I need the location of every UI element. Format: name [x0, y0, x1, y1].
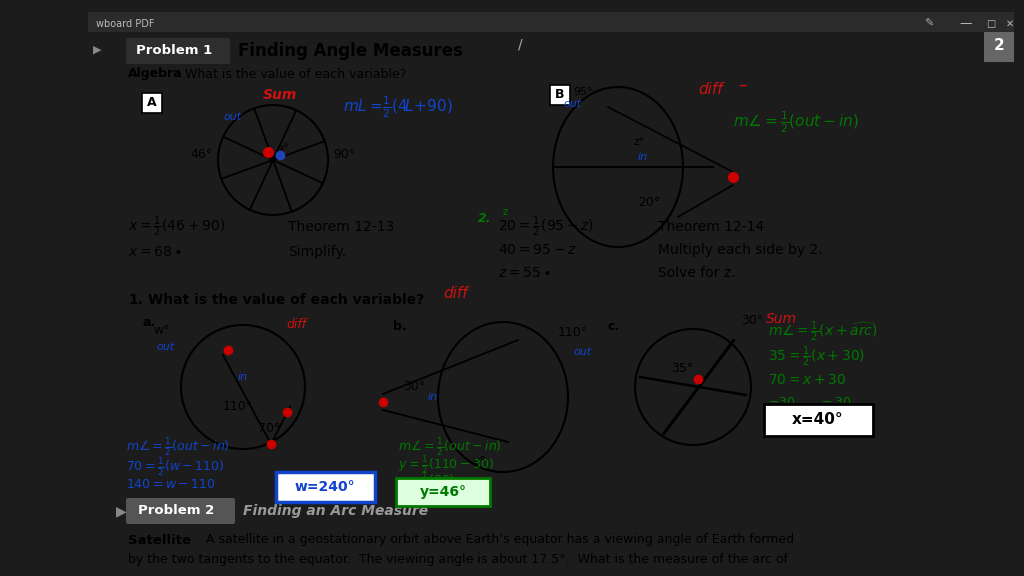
Text: Theorem 12-13: Theorem 12-13 [288, 220, 394, 234]
Text: What is the value of each variable?: What is the value of each variable? [148, 293, 424, 307]
Text: B: B [555, 89, 565, 101]
Text: $m\angle=\frac{1}{2}(out-in)$: $m\angle=\frac{1}{2}(out-in)$ [733, 109, 859, 135]
Text: $z = 55\bullet$: $z = 55\bullet$ [498, 266, 551, 280]
Text: Solve for z.: Solve for z. [658, 266, 735, 280]
Text: $x = 68\bullet$: $x = 68\bullet$ [128, 245, 182, 259]
FancyBboxPatch shape [142, 93, 162, 113]
Text: ✕: ✕ [1006, 19, 1014, 29]
Text: Problem 1: Problem 1 [136, 44, 212, 58]
Text: ▶: ▶ [116, 504, 127, 518]
FancyBboxPatch shape [126, 38, 230, 64]
Text: in: in [428, 392, 438, 402]
FancyBboxPatch shape [396, 478, 490, 506]
Text: Satellite: Satellite [128, 533, 191, 547]
Text: What is the value of each variable?: What is the value of each variable? [185, 67, 407, 81]
Text: w=240°: w=240° [295, 480, 355, 494]
Text: x=40°: x=40° [793, 412, 844, 427]
Text: 30°: 30° [741, 314, 763, 328]
Text: Multiply each side by 2.: Multiply each side by 2. [658, 243, 822, 257]
Text: 110°: 110° [223, 400, 253, 414]
Text: in: in [638, 152, 648, 162]
Text: $40 = 95 - z$: $40 = 95 - z$ [498, 243, 577, 257]
FancyBboxPatch shape [88, 12, 1014, 32]
Text: $x = \frac{1}{2}(46 + 90)$: $x = \frac{1}{2}(46 + 90)$ [128, 215, 225, 239]
Text: 46°: 46° [190, 149, 212, 161]
Text: Finding Angle Measures: Finding Angle Measures [238, 42, 463, 60]
Text: out: out [156, 342, 174, 352]
Text: z°: z° [633, 137, 644, 147]
Text: z: z [503, 207, 508, 217]
Text: Sum: Sum [263, 88, 297, 102]
Text: wboard PDF: wboard PDF [96, 19, 155, 29]
Text: ✎: ✎ [924, 19, 933, 29]
Text: a.: a. [143, 316, 157, 328]
Text: $m\angle=\frac{1}{2}(x+\widehat{arc})$: $m\angle=\frac{1}{2}(x+\widehat{arc})$ [768, 320, 878, 344]
Text: by the two tangents to the equator.  The viewing angle is about 17.5°.  What is : by the two tangents to the equator. The … [128, 554, 788, 567]
Text: y=46°: y=46° [420, 485, 467, 499]
FancyBboxPatch shape [984, 30, 1014, 62]
Text: 90°: 90° [333, 149, 355, 161]
Text: out: out [563, 99, 582, 109]
Text: in: in [238, 372, 248, 382]
Text: A satellite in a geostationary orbit above Earth’s equator has a viewing angle o: A satellite in a geostationary orbit abo… [198, 533, 795, 547]
Text: $y=\frac{1}{2}(80)$: $y=\frac{1}{2}(80)$ [398, 470, 455, 492]
Text: $-30\quad\quad-30$: $-30\quad\quad-30$ [768, 396, 851, 408]
Text: $m\angle=\frac{1}{2}(out-in)$: $m\angle=\frac{1}{2}(out-in)$ [398, 436, 502, 458]
Text: Theorem 12-14: Theorem 12-14 [658, 220, 764, 234]
Text: 35°: 35° [671, 362, 693, 376]
Text: $m\angle=\frac{1}{2}(out-in)$: $m\angle=\frac{1}{2}(out-in)$ [126, 436, 229, 458]
FancyBboxPatch shape [126, 498, 234, 524]
Text: 2: 2 [993, 39, 1005, 54]
Text: Finding an Arc Measure: Finding an Arc Measure [243, 504, 428, 518]
Text: x°: x° [279, 143, 290, 153]
Text: w°: w° [153, 324, 170, 336]
FancyBboxPatch shape [550, 85, 570, 105]
Text: 110°: 110° [558, 325, 588, 339]
Text: out: out [573, 347, 591, 357]
Text: –: – [738, 76, 746, 94]
Text: $20 = \frac{1}{2}(95 - z)$: $20 = \frac{1}{2}(95 - z)$ [498, 215, 594, 239]
Text: —: — [959, 17, 972, 31]
Text: 2.: 2. [478, 213, 492, 225]
FancyBboxPatch shape [764, 404, 873, 436]
Text: $70=x+30$: $70=x+30$ [768, 373, 847, 387]
Text: Simplify.: Simplify. [288, 245, 346, 259]
Text: $35=\frac{1}{2}(x+30)$: $35=\frac{1}{2}(x+30)$ [768, 345, 865, 369]
Text: Sum: Sum [766, 312, 797, 326]
Text: $mL=\!\frac{1}{2}(4\!L\!+\!90)$: $mL=\!\frac{1}{2}(4\!L\!+\!90)$ [343, 94, 453, 120]
Text: 1.: 1. [128, 293, 143, 307]
Text: $70=\frac{1}{2}(w-110)$: $70=\frac{1}{2}(w-110)$ [126, 456, 224, 478]
Text: 95°: 95° [573, 87, 593, 97]
Text: y°: y° [473, 456, 486, 468]
Text: diff: diff [698, 82, 723, 97]
Text: Problem 2: Problem 2 [138, 505, 214, 517]
Text: 20°: 20° [638, 195, 660, 209]
FancyBboxPatch shape [276, 472, 375, 502]
Text: □: □ [986, 19, 995, 29]
Text: out: out [223, 112, 241, 122]
Text: Algebra: Algebra [128, 67, 182, 81]
Text: $140=w-110$: $140=w-110$ [126, 479, 216, 491]
Text: $y=\frac{1}{2}(110-30)$: $y=\frac{1}{2}(110-30)$ [398, 454, 494, 476]
Text: A: A [147, 97, 157, 109]
Text: 70°: 70° [258, 423, 281, 435]
Text: diff: diff [286, 317, 306, 331]
Text: c.: c. [608, 320, 621, 334]
Text: ▶: ▶ [93, 45, 101, 55]
Text: b.: b. [393, 320, 407, 334]
Text: 30°: 30° [403, 381, 425, 393]
Text: diff: diff [443, 286, 468, 301]
Text: /: / [518, 37, 522, 51]
